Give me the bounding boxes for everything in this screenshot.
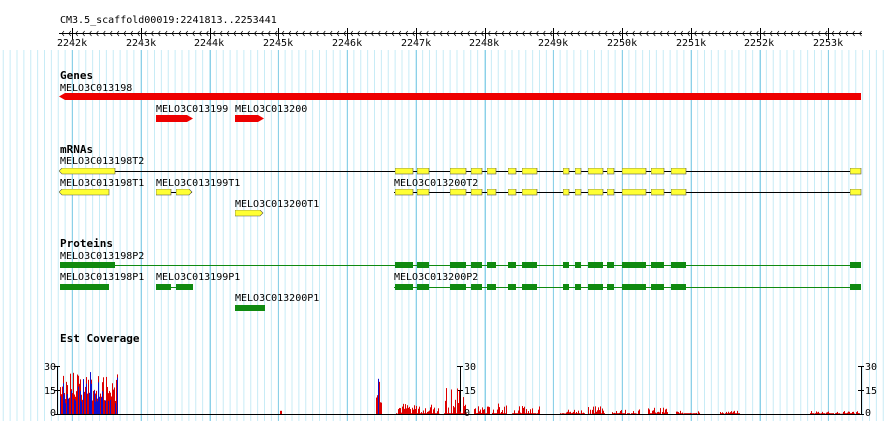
coverage-axis-min-mid: 0 (464, 408, 471, 419)
gene-label[interactable]: MELO3C013198 (60, 83, 133, 94)
coverage-axis-max-mid: 30 (464, 362, 477, 373)
ruler-tick-label: 2247k (401, 38, 432, 49)
ruler-tick-label: 2248k (469, 38, 500, 49)
mrnas-track-title: mRNAs (60, 143, 94, 156)
ruler-tick-label: 2245k (263, 38, 294, 49)
mrna-label[interactable]: MELO3C013199T1 (156, 178, 241, 189)
coverage-axis-min-left: 0 (50, 408, 57, 419)
coverage-axis-mid-right: 15 (865, 386, 878, 397)
est-coverage-plot (54, 366, 864, 415)
ruler-tick-label: 2253k (813, 38, 844, 49)
est-coverage-track-title: Est Coverage (60, 332, 140, 345)
mrna-feature-MELO3C013198T1[interactable] (59, 189, 110, 196)
mrna-label[interactable]: MELO3C013198T2 (60, 156, 145, 167)
gene-feature-MELO3C013199[interactable] (156, 115, 194, 123)
protein-feature-MELO3C013200P1[interactable] (235, 305, 265, 311)
gene-label[interactable]: MELO3C013200 (235, 104, 308, 115)
coverage-axis-min-right: 0 (865, 408, 872, 419)
proteins-track-title: Proteins (60, 237, 113, 250)
coverage-axis-max-right: 30 (865, 362, 878, 373)
mrna-label[interactable]: MELO3C013200T1 (235, 199, 320, 210)
ruler-tick-label: 2244k (194, 38, 225, 49)
coverage-axis-max-left: 30 (44, 362, 57, 373)
mrna-label[interactable]: MELO3C013200T2 (394, 178, 479, 189)
region-label: CM3.5_scaffold00019:2241813..2253441 (60, 15, 277, 26)
protein-label[interactable]: MELO3C013198P2 (60, 251, 145, 262)
mrna-feature-MELO3C013200T1[interactable] (235, 210, 264, 217)
ruler-tick-label: 2251k (676, 38, 707, 49)
protein-label[interactable]: MELO3C013199P1 (156, 272, 241, 283)
coverage-axis-mid-left: 15 (44, 386, 57, 397)
mrna-label[interactable]: MELO3C013198T1 (60, 178, 145, 189)
gene-feature-MELO3C013200[interactable] (235, 115, 265, 123)
gene-label[interactable]: MELO3C013199 (156, 104, 229, 115)
protein-label[interactable]: MELO3C013200P2 (394, 272, 479, 283)
protein-feature-MELO3C013198P1[interactable] (60, 284, 109, 290)
ruler-tick-label: 2246k (332, 38, 363, 49)
protein-label[interactable]: MELO3C013200P1 (235, 293, 320, 304)
genes-track-title: Genes (60, 69, 94, 82)
protein-label[interactable]: MELO3C013198P1 (60, 272, 145, 283)
ruler-tick-label: 2252k (744, 38, 775, 49)
ruler-tick-label: 2243k (126, 38, 157, 49)
gene-feature-MELO3C013198[interactable] (59, 93, 862, 101)
ruler-tick-label: 2242k (57, 38, 88, 49)
ruler-tick-label: 2250k (607, 38, 638, 49)
ruler-tick-label: 2249k (538, 38, 569, 49)
coverage-axis-mid-mid: 15 (464, 386, 477, 397)
